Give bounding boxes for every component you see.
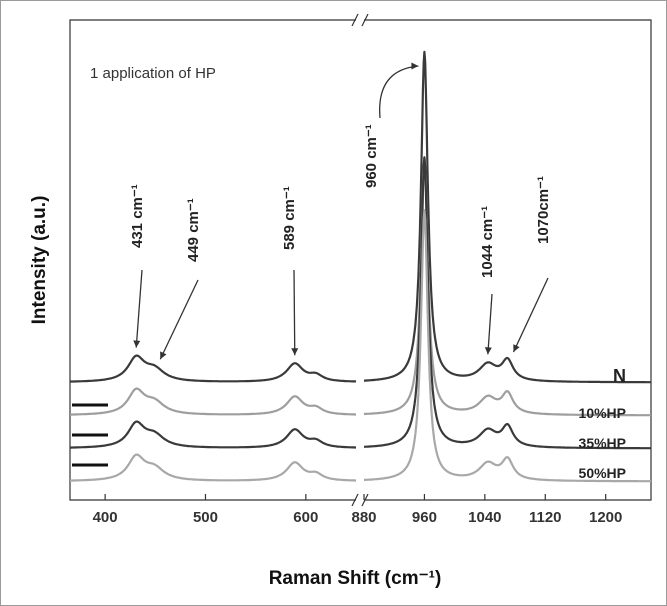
x-tick-label: 1120 [529, 509, 562, 526]
peak-annotation-1044: 1044 cm⁻¹ [479, 206, 496, 355]
series-label: 10%HP [579, 405, 626, 421]
spectra-curves [69, 50, 652, 483]
peak-annotations: 431 cm⁻¹ 449 cm⁻¹ 589 cm⁻¹ 960 cm⁻¹ 1044 cm⁻… [129, 62, 552, 360]
series-50pcthp [69, 209, 652, 483]
peak-arrow [512, 277, 549, 353]
plot-frame [69, 13, 652, 507]
x-tick-label: 500 [193, 509, 218, 526]
axis-break-mark [351, 13, 359, 27]
series-line [363, 156, 652, 417]
series-label: N [613, 366, 626, 386]
axis-break-mark [351, 493, 359, 507]
series-labels: N 10%HP 35%HP 50%HP [72, 366, 626, 481]
arrow-head [411, 62, 419, 70]
x-tick-label: 1200 [589, 509, 622, 526]
arrow-head [484, 347, 492, 355]
peak-label: 589 cm⁻¹ [281, 186, 298, 250]
series-line [363, 50, 652, 384]
peak-label: 1044 cm⁻¹ [479, 206, 496, 278]
arrow-head [513, 344, 520, 353]
plot-border-left [69, 19, 356, 501]
peak-annotation-449: 449 cm⁻¹ [159, 198, 202, 360]
x-axis-ticks: 400 500 600 880 960 1040 1120 1200 [93, 494, 622, 526]
peak-arrow [135, 269, 143, 348]
peak-annotation-589: 589 cm⁻¹ [281, 186, 299, 356]
series-line [69, 420, 357, 449]
peak-label: 960 cm⁻¹ [363, 124, 380, 188]
peak-annotation-431: 431 cm⁻¹ [129, 184, 146, 348]
x-tick-label: 400 [93, 509, 118, 526]
series-line [69, 387, 357, 416]
series-line [69, 354, 357, 383]
x-tick-label: 880 [351, 509, 376, 526]
peak-annotation-960: 960 cm⁻¹ [363, 62, 419, 188]
series-line [363, 209, 652, 483]
series-10pcthp [69, 156, 652, 417]
peak-annotation-1070: 1070cm⁻¹ [512, 176, 552, 353]
x-axis-title: Raman Shift (cm⁻¹) [269, 568, 442, 589]
peak-arrow [379, 65, 419, 119]
y-axis-title: Intensity (a.u.) [29, 196, 50, 325]
series-n [69, 50, 652, 384]
series-line [363, 156, 652, 450]
axis-break-mark [361, 13, 369, 27]
peak-label: 1070cm⁻¹ [535, 176, 552, 244]
x-tick-label: 600 [293, 509, 318, 526]
plot-border-right [364, 19, 652, 501]
axis-break-mark [361, 493, 369, 507]
peak-arrow [487, 293, 493, 355]
series-label: 50%HP [579, 465, 626, 481]
series-35pcthp [69, 156, 652, 450]
peak-label: 431 cm⁻¹ [129, 184, 146, 248]
peak-arrow [293, 269, 296, 356]
inset-annotation: 1 application of HP [90, 65, 216, 82]
x-tick-label: 1040 [468, 509, 501, 526]
arrow-head [291, 348, 299, 356]
peak-arrow [159, 279, 199, 360]
peak-label: 449 cm⁻¹ [185, 198, 202, 262]
x-tick-label: 960 [412, 509, 437, 526]
series-label: 35%HP [579, 435, 626, 451]
series-line [69, 453, 357, 482]
arrow-head [160, 351, 167, 360]
arrow-head [133, 340, 141, 348]
